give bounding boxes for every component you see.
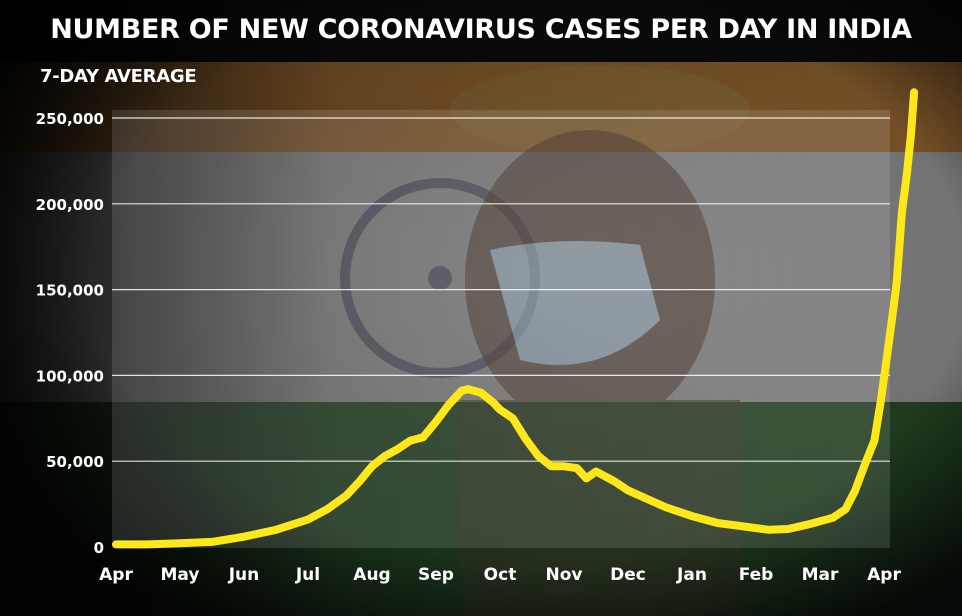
plot-panel [112, 110, 890, 548]
y-tick-label: 100,000 [36, 367, 104, 385]
x-tick-label: May [161, 565, 200, 585]
y-tick-label: 200,000 [36, 196, 104, 214]
x-tick-label: Sep [418, 565, 454, 585]
gridlines [112, 117, 890, 462]
chart-title: NUMBER OF NEW CORONAVIRUS CASES PER DAY … [50, 14, 912, 45]
x-tick-label: Apr [99, 565, 133, 585]
x-tick-label: Aug [353, 565, 390, 585]
x-tick-label: Dec [610, 565, 646, 585]
x-tick-label: Apr [867, 565, 901, 585]
y-tick-label: 150,000 [36, 282, 104, 300]
series-layer [112, 88, 919, 549]
series-line [112, 88, 919, 549]
x-tick-label: Nov [546, 565, 583, 585]
x-tick-label: Mar [802, 565, 839, 585]
chart-subtitle: 7-DAY AVERAGE [40, 66, 197, 87]
x-tick-label: Jan [676, 565, 707, 585]
y-tick-label: 50,000 [46, 453, 104, 471]
x-tick-label: Oct [484, 565, 517, 585]
x-axis: Apr May Jun Jul Aug Sep Oct Nov Dec Jan Feb Mar Apr [99, 565, 901, 585]
y-tick-label: 0 [94, 539, 104, 557]
y-tick-label: 250,000 [36, 110, 104, 128]
x-tick-label: Feb [739, 565, 774, 585]
x-tick-label: Jul [295, 565, 320, 585]
y-axis: 0 50,000 100,000 150,000 200,000 250,000 [36, 110, 104, 557]
x-tick-label: Jun [228, 565, 260, 585]
